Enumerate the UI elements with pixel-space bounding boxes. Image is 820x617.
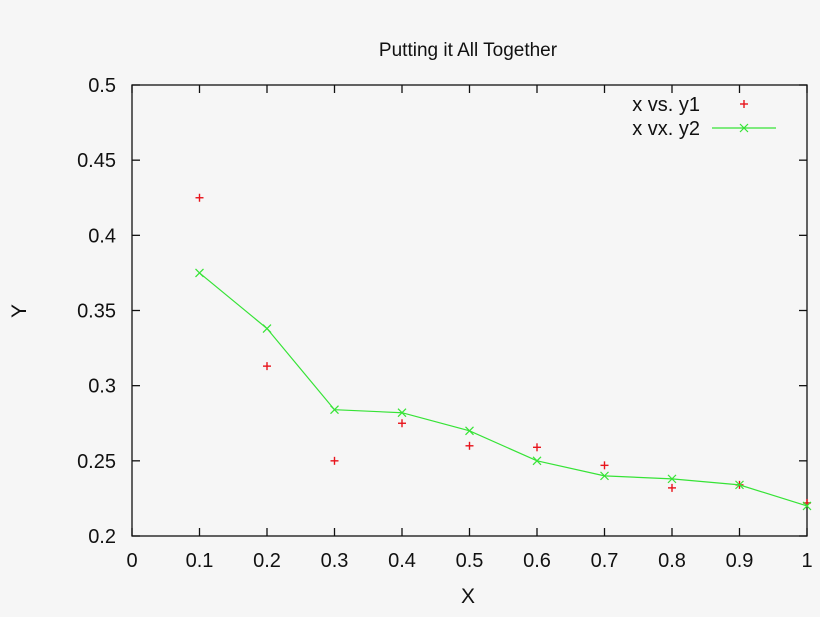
y-tick-label: 0.25 bbox=[77, 451, 116, 473]
cross-marker-icon bbox=[600, 471, 609, 481]
y-tick-label: 0.3 bbox=[88, 376, 116, 398]
x-tick-label: 0.8 bbox=[658, 550, 686, 572]
x-tick-label: 0.1 bbox=[186, 550, 214, 572]
x-tick-label: 0.6 bbox=[523, 550, 551, 572]
legend-label: x vs. y1 bbox=[632, 94, 700, 116]
x-tick-label: 0.4 bbox=[388, 550, 416, 572]
cross-marker-icon bbox=[667, 474, 677, 484]
y-axis-ticks: 0.2 0.25 0.3 0.35 0.4 0.45 0.5 bbox=[77, 75, 807, 548]
x-axis-ticks: 0 0.1 0.2 0.3 0.4 0.5 0.6 0.7 0.8 0.9 1 bbox=[126, 85, 813, 572]
legend: x vs. y1x vx. y2 bbox=[632, 94, 776, 140]
cross-marker-icon bbox=[465, 426, 474, 436]
y-tick-label: 0.45 bbox=[77, 150, 116, 172]
y-tick-label: 0.35 bbox=[77, 301, 116, 323]
cross-marker-icon bbox=[262, 324, 272, 333]
cross-marker-icon bbox=[397, 408, 407, 418]
cross-marker-icon bbox=[330, 405, 339, 415]
series-1 bbox=[195, 193, 811, 507]
series-line bbox=[199, 272, 808, 507]
x-tick-label: 0.7 bbox=[591, 550, 619, 572]
x-tick-label: 0.3 bbox=[321, 550, 349, 572]
x-tick-label: 0.9 bbox=[726, 550, 754, 572]
x-tick-label: 0.2 bbox=[253, 550, 281, 572]
cross-marker-icon bbox=[195, 268, 204, 278]
plot-series bbox=[195, 193, 812, 511]
series-2 bbox=[195, 268, 812, 511]
x-tick-label: 0 bbox=[126, 550, 137, 572]
chart-title: Putting it All Together bbox=[379, 40, 558, 61]
y-tick-label: 0.4 bbox=[88, 225, 116, 247]
axes bbox=[131, 84, 808, 537]
x-tick-label: 1 bbox=[801, 550, 812, 572]
y-tick-label: 0.5 bbox=[88, 75, 116, 97]
cross-marker-icon bbox=[739, 123, 749, 133]
cross-marker-icon bbox=[802, 501, 812, 511]
x-axis-label: X bbox=[461, 585, 475, 608]
y-axis-label: Y bbox=[8, 304, 31, 318]
cross-marker-icon bbox=[532, 456, 542, 466]
x-tick-label: 0.5 bbox=[456, 550, 484, 572]
plot-frame bbox=[131, 84, 808, 537]
cross-marker-icon bbox=[735, 480, 744, 490]
y-tick-label: 0.2 bbox=[88, 526, 116, 548]
legend-label: x vx. y2 bbox=[632, 118, 700, 140]
